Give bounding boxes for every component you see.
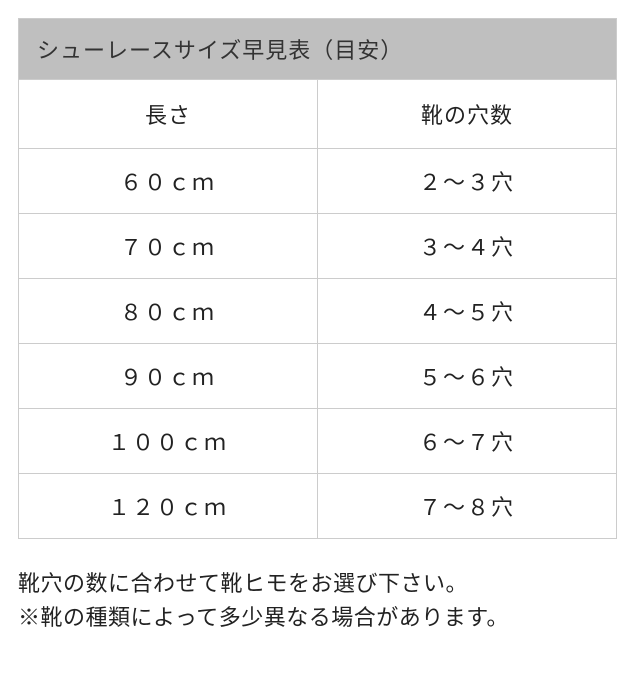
footnotes: 靴穴の数に合わせて靴ヒモをお選び下さい。 ※靴の種類によって多少異なる場合があり… [18,567,617,635]
table-row: １００ｃｍ ６〜７穴 [19,409,617,474]
length-cell: ８０ｃｍ [19,279,318,344]
table-header-row: 長さ 靴の穴数 [19,80,617,149]
table-row: ７０ｃｍ ３〜４穴 [19,214,617,279]
column-header-length: 長さ [19,80,318,149]
footnote-line: 靴穴の数に合わせて靴ヒモをお選び下さい。 [18,567,617,601]
column-header-holes: 靴の穴数 [318,80,617,149]
holes-cell: ６〜７穴 [318,409,617,474]
length-cell: ６０ｃｍ [19,149,318,214]
holes-cell: ４〜５穴 [318,279,617,344]
holes-cell: ５〜６穴 [318,344,617,409]
table-row: ８０ｃｍ ４〜５穴 [19,279,617,344]
footnote-line: ※靴の種類によって多少異なる場合があります。 [18,601,617,635]
length-cell: ９０ｃｍ [19,344,318,409]
table-row: １２０ｃｍ ７〜８穴 [19,474,617,539]
holes-cell: ３〜４穴 [318,214,617,279]
length-cell: ７０ｃｍ [19,214,318,279]
table-row: ６０ｃｍ ２〜３穴 [19,149,617,214]
table-title: シューレースサイズ早見表（目安） [19,19,617,80]
table-row: ９０ｃｍ ５〜６穴 [19,344,617,409]
holes-cell: ２〜３穴 [318,149,617,214]
table-title-row: シューレースサイズ早見表（目安） [19,19,617,80]
shoelace-size-table: シューレースサイズ早見表（目安） 長さ 靴の穴数 ６０ｃｍ ２〜３穴 ７０ｃｍ … [18,18,617,539]
length-cell: １００ｃｍ [19,409,318,474]
length-cell: １２０ｃｍ [19,474,318,539]
holes-cell: ７〜８穴 [318,474,617,539]
